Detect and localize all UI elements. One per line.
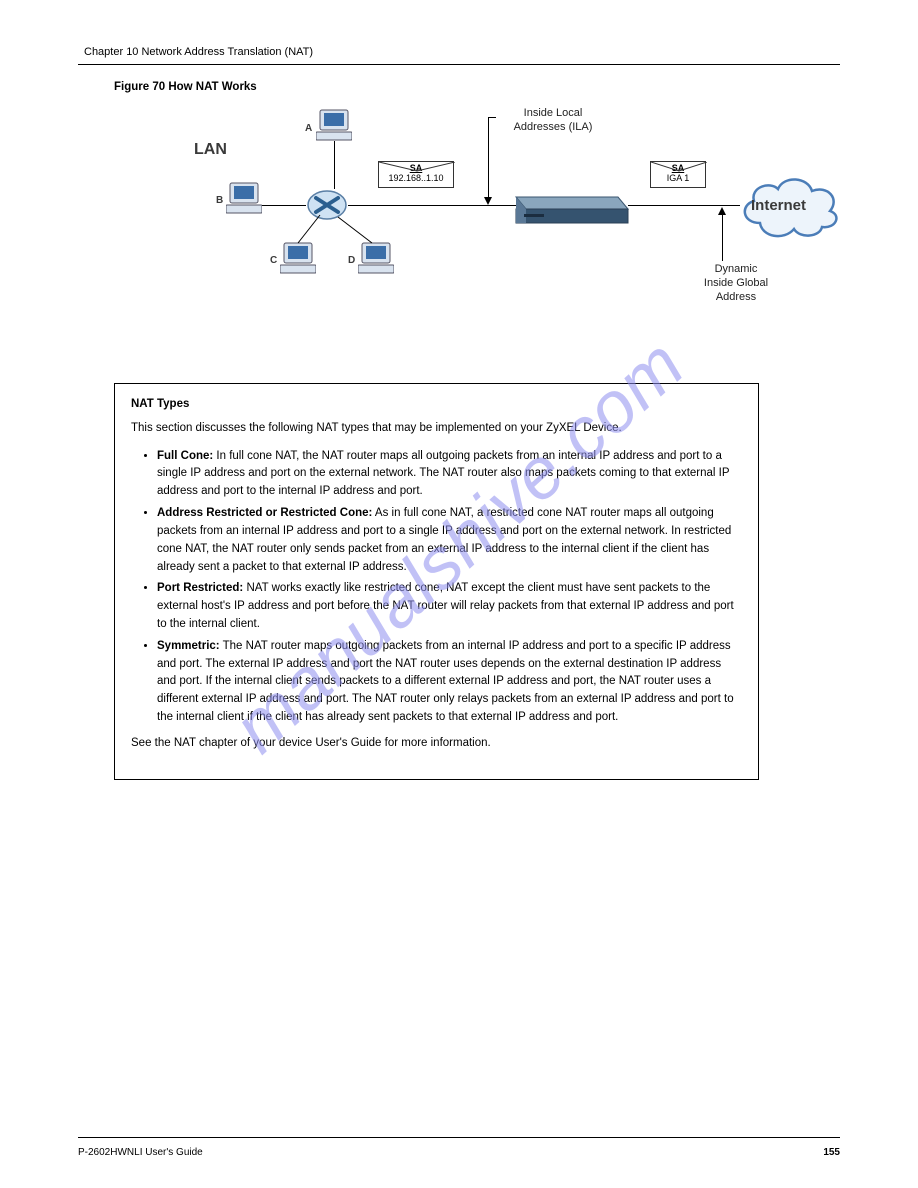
envelope-iga: SA IGA 1	[650, 161, 706, 188]
link-c	[294, 213, 324, 247]
link-a	[334, 141, 335, 189]
chapter-header: Chapter 10 Network Address Translation (…	[78, 46, 840, 58]
ila-label: Inside LocalAddresses (ILA)	[498, 107, 608, 135]
dyn-label: DynamicInside GlobalAddress	[688, 263, 784, 304]
link-d	[336, 215, 376, 247]
link-b	[262, 205, 306, 206]
internet-label: Internet	[751, 197, 806, 214]
note-item-fullcone: Full Cone: In full cone NAT, the NAT rou…	[157, 448, 742, 501]
link-appliance-cloud	[628, 205, 740, 206]
dyn-arrow-line	[722, 213, 723, 261]
ila-arrow-line	[488, 117, 489, 199]
note-intro: This section discusses the following NAT…	[131, 420, 742, 438]
env-left-ip: 192.168..1.10	[383, 174, 449, 184]
envelope-ila: SA 192.168..1.10	[378, 161, 454, 188]
link-router-appliance	[348, 205, 516, 206]
env-right-iga: IGA 1	[655, 174, 701, 184]
note-item-symmetric: Symmetric: The NAT router maps outgoing …	[157, 638, 742, 727]
ila-arrow-head	[484, 197, 492, 205]
note-item-restricted: Address Restricted or Restricted Cone: A…	[157, 505, 742, 576]
note-list: Full Cone: In full cone NAT, the NAT rou…	[131, 448, 742, 727]
ila-arrow-h	[488, 117, 496, 118]
lan-label: LAN	[194, 141, 227, 159]
note-title: NAT Types	[131, 396, 742, 414]
dyn-arrow-head	[718, 207, 726, 215]
pc-b	[226, 181, 262, 220]
page-footer: P-2602HWNLI User's Guide 155	[78, 1147, 840, 1158]
nat-diagram: LAN A B C D	[188, 103, 833, 363]
footer-rule	[78, 1137, 840, 1138]
footer-left: P-2602HWNLI User's Guide	[78, 1147, 203, 1158]
pc-a-label: A	[305, 123, 312, 134]
nat-appliance-icon	[510, 189, 630, 234]
note-closing: See the NAT chapter of your device User'…	[131, 735, 742, 753]
pc-b-label: B	[216, 195, 223, 206]
figure-caption: Figure 70 How NAT Works	[114, 81, 840, 93]
note-item-portrestricted: Port Restricted: NAT works exactly like …	[157, 580, 742, 633]
header-rule	[78, 64, 840, 65]
nat-types-note: NAT Types This section discusses the fol…	[114, 383, 759, 780]
footer-page-number: 155	[823, 1147, 840, 1158]
pc-d-label: D	[348, 255, 355, 266]
pc-c-label: C	[270, 255, 277, 266]
